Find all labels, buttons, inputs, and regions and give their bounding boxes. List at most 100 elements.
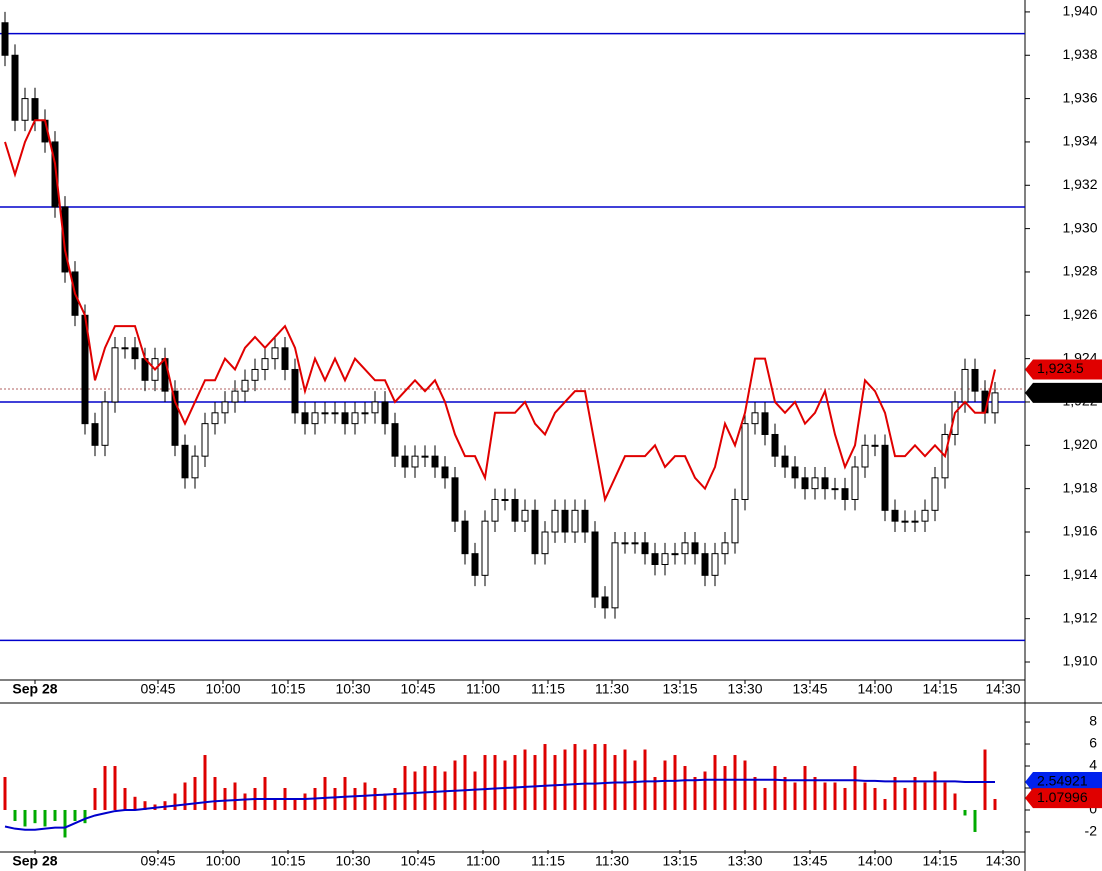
- candle-body: [191, 455, 199, 479]
- candle-body: [471, 553, 479, 576]
- oscillator-bar: [933, 771, 937, 810]
- oscillator-bar: [423, 766, 427, 810]
- candle-body: [741, 423, 749, 500]
- candle-body: [401, 455, 409, 468]
- oscillator-bar: [823, 782, 827, 810]
- candle-body: [311, 412, 319, 425]
- oscillator-bar: [83, 809, 87, 824]
- x-tick-label: 14:30: [985, 853, 1020, 869]
- x-tick-label: 13:15: [662, 681, 697, 697]
- oscillator-bar: [193, 777, 197, 810]
- price-tag-label: 1,923.5: [1037, 360, 1084, 376]
- y-tick-label: 1,932: [1062, 176, 1097, 192]
- oscillator-bar: [143, 801, 147, 810]
- candle-body: [841, 488, 849, 500]
- oscillator-bar: [943, 782, 947, 810]
- candle-body: [331, 412, 339, 415]
- oscillator-bar: [53, 809, 57, 821]
- oscillator-bar: [553, 755, 557, 810]
- price-tag-label: 1.07996: [1037, 789, 1088, 805]
- candle-body: [551, 509, 559, 533]
- candle-body: [511, 498, 519, 522]
- y-tick-label: 1,928: [1062, 263, 1097, 279]
- oscillator-bar: [33, 809, 37, 824]
- oscillator-bar: [383, 793, 387, 810]
- x-tick-label: 11:15: [531, 853, 565, 869]
- candle-body: [861, 444, 869, 468]
- y-tick-label: 4: [1089, 757, 1097, 773]
- candle-body: [831, 488, 839, 491]
- candle-body: [601, 596, 609, 609]
- candle-body: [721, 542, 729, 555]
- candle-body: [251, 368, 259, 381]
- candle-body: [871, 444, 879, 447]
- candle-body: [681, 542, 689, 555]
- candle-body: [781, 455, 789, 468]
- candle-body: [171, 390, 179, 446]
- candle-body: [201, 423, 209, 457]
- candle-body: [421, 455, 429, 458]
- price-tag-label: 2.54921: [1037, 773, 1088, 789]
- candle-body: [811, 477, 819, 490]
- oscillator-bar: [63, 809, 67, 838]
- candle-body: [791, 466, 799, 479]
- candle-body: [51, 141, 59, 208]
- candle-body: [761, 412, 769, 435]
- oscillator-bar: [343, 777, 347, 810]
- oscillator-bar: [843, 787, 847, 810]
- candle-body: [591, 531, 599, 598]
- x-tick-label: 14:15: [922, 681, 957, 697]
- candle-body: [301, 412, 309, 425]
- oscillator-bar: [213, 777, 217, 810]
- candle-body: [561, 509, 569, 533]
- candle-body: [641, 542, 649, 555]
- oscillator-bar: [803, 766, 807, 810]
- oscillator-bar: [453, 760, 457, 810]
- candle-body: [731, 498, 739, 544]
- oscillator-bar: [683, 766, 687, 810]
- price-tag: [1025, 359, 1102, 380]
- candle-body: [391, 423, 399, 457]
- candle-body: [531, 509, 539, 555]
- candle-body: [931, 477, 939, 511]
- candle-body: [291, 368, 299, 414]
- oscillator-bar: [333, 787, 337, 810]
- y-tick-label: -2: [1085, 823, 1098, 839]
- candle-body: [91, 423, 99, 446]
- oscillator-bar: [303, 793, 307, 810]
- oscillator-bar: [953, 793, 957, 810]
- oscillator-bar: [293, 798, 297, 810]
- oscillator-bar: [473, 771, 477, 810]
- oscillator-bar: [733, 755, 737, 810]
- y-tick-label: 1,938: [1062, 46, 1097, 62]
- oscillator-bar: [483, 755, 487, 810]
- candle-body: [231, 390, 239, 403]
- oscillator-bar: [783, 777, 787, 810]
- x-tick-label: 13:45: [792, 853, 827, 869]
- candle-body: [881, 444, 889, 511]
- y-tick-label: 1,926: [1062, 306, 1097, 322]
- x-tick-label: 11:00: [466, 681, 500, 697]
- oscillator-bar: [263, 777, 267, 810]
- candle-body: [341, 412, 349, 425]
- oscillator-bar: [663, 760, 667, 810]
- oscillator-bar: [853, 766, 857, 810]
- oscillator-bar: [703, 771, 707, 810]
- candle-body: [31, 98, 39, 121]
- x-tick-label: 10:15: [270, 681, 305, 697]
- x-tick-label: 10:30: [335, 681, 370, 697]
- oscillator-bar: [833, 782, 837, 810]
- candle-body: [571, 509, 579, 533]
- oscillator-bar: [353, 787, 357, 810]
- candle-body: [621, 542, 629, 545]
- candle-body: [771, 433, 779, 457]
- x-tick-label: 09:45: [140, 681, 175, 697]
- oscillator-bar: [273, 798, 277, 810]
- oscillator-bar: [813, 777, 817, 810]
- x-tick-label: 13:30: [727, 681, 762, 697]
- oscillator-bar: [3, 777, 7, 810]
- candle-body: [11, 54, 19, 121]
- oscillator-bar: [183, 782, 187, 810]
- x-tick-label: 11:00: [466, 853, 500, 869]
